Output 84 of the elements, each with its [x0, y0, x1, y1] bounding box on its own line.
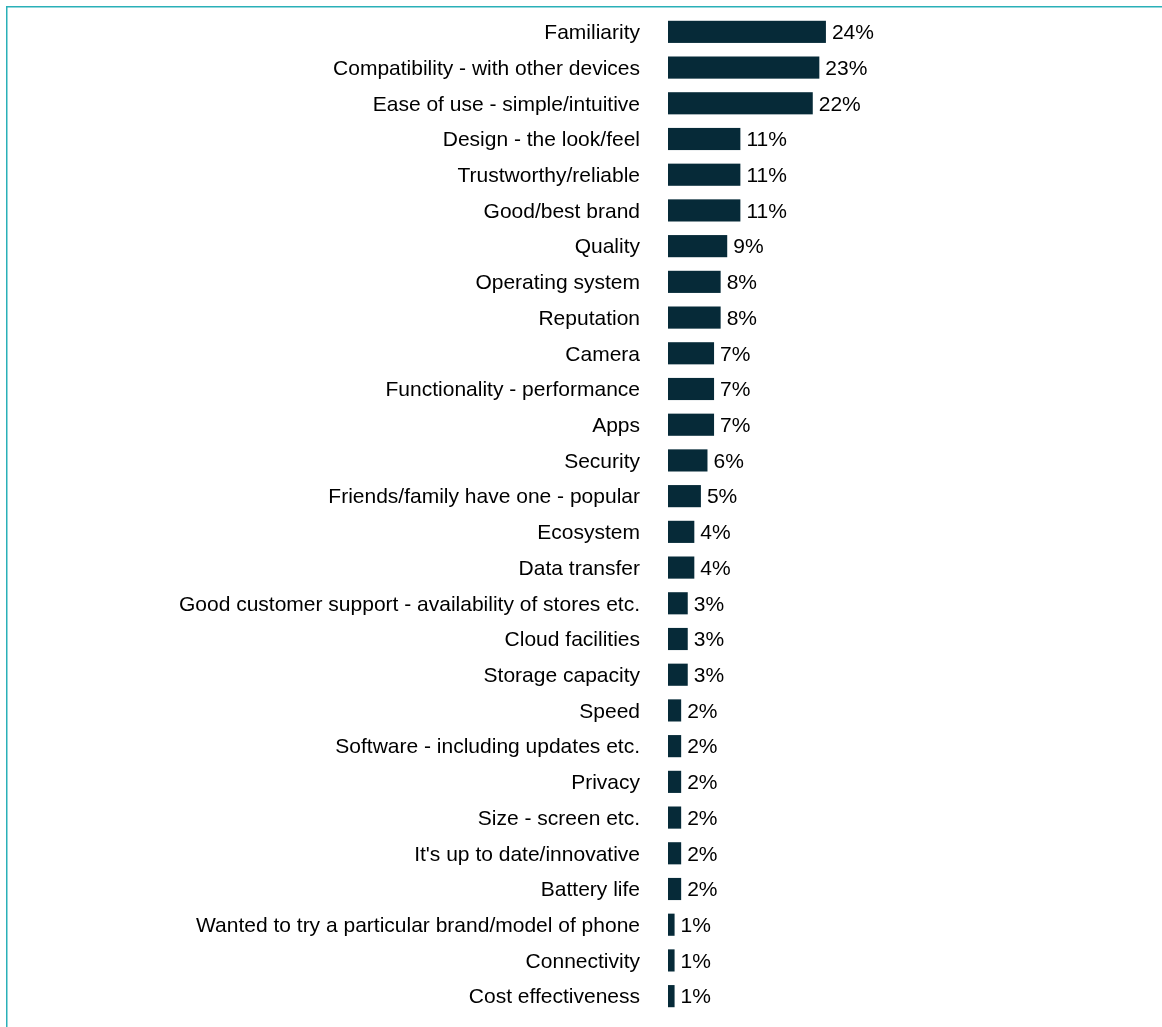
y-tick-label: Design - the look/feel [442, 127, 640, 151]
y-tick-label: Ease of use - simple/intuitive [372, 91, 640, 115]
bar [668, 449, 708, 472]
bar [668, 556, 695, 579]
data-label: 4% [700, 555, 731, 579]
bar [668, 806, 682, 829]
bar [668, 663, 688, 686]
data-label: 5% [706, 484, 738, 508]
bar [668, 985, 675, 1008]
bar [668, 949, 675, 972]
data-label: 3% [693, 663, 725, 687]
bar [668, 592, 688, 615]
y-tick-label: Wanted to try a particular brand/model of phone [196, 913, 640, 937]
data-label: 7% [720, 341, 751, 365]
y-tick-label: Good customer support - availability of stores etc. [178, 591, 640, 615]
data-label: 2% [687, 770, 718, 794]
data-label: 22% [818, 91, 861, 115]
data-label: 9% [733, 234, 764, 258]
data-label: 3% [693, 591, 725, 615]
data-label: 11% [746, 163, 787, 187]
y-tick-label: Connectivity [525, 948, 641, 972]
y-tick-label: It's up to date/innovative [414, 841, 640, 865]
data-label: 11% [746, 198, 787, 222]
bar [668, 913, 675, 936]
data-label: 11% [746, 127, 787, 151]
data-label: 7% [720, 377, 751, 401]
y-tick-label: Size - screen etc. [477, 805, 640, 829]
y-tick-label: Cloud facilities [504, 627, 640, 651]
data-label: 24% [831, 20, 874, 44]
bar [668, 485, 701, 508]
bar [668, 270, 721, 293]
y-tick-label: Data transfer [518, 555, 640, 579]
data-label: 2% [687, 734, 718, 758]
y-tick-label: Ecosystem [537, 520, 640, 544]
y-tick-label: Security [564, 448, 641, 472]
data-label: 2% [687, 805, 718, 829]
y-tick-label: Software - including updates etc. [335, 734, 640, 758]
y-tick-label: Familiarity [544, 20, 641, 44]
y-tick-label: Battery life [540, 877, 640, 901]
bar [668, 770, 682, 793]
data-label: 2% [687, 841, 718, 865]
bar [668, 56, 820, 79]
bar [668, 199, 741, 222]
data-label: 23% [825, 55, 868, 79]
data-label: 1% [680, 913, 711, 937]
y-tick-label: Quality [574, 234, 641, 258]
data-label: 2% [687, 877, 718, 901]
bar [668, 92, 813, 115]
y-tick-label: Storage capacity [483, 663, 641, 687]
bar [668, 20, 826, 43]
data-label: 2% [687, 698, 718, 722]
bar [668, 735, 682, 758]
bar [668, 342, 715, 365]
y-tick-label: Compatibility - with other devices [333, 55, 640, 79]
bar [668, 627, 688, 651]
bar [668, 306, 721, 329]
y-tick-label: Apps [592, 413, 640, 437]
bar [668, 413, 715, 436]
y-tick-label: Speed [579, 698, 640, 722]
bar [668, 127, 741, 151]
bar [668, 699, 682, 722]
bar [668, 842, 682, 865]
y-tick-label: Privacy [571, 770, 641, 794]
y-tick-label: Cost effectiveness [468, 984, 640, 1008]
data-label: 8% [726, 270, 757, 294]
data-label: 1% [680, 948, 711, 972]
y-tick-label: Good/best brand [483, 198, 640, 222]
data-label: 3% [693, 627, 725, 651]
data-label: 4% [700, 520, 731, 544]
y-tick-label: Friends/family have one - popular [328, 484, 640, 508]
bar [668, 377, 715, 401]
data-label: 1% [680, 984, 711, 1008]
data-label: 8% [726, 305, 757, 329]
y-tick-label: Operating system [475, 270, 640, 294]
bar [668, 163, 741, 186]
y-tick-label: Trustworthy/reliable [457, 163, 640, 187]
bar [668, 520, 695, 543]
y-tick-label: Functionality - performance [385, 377, 640, 401]
bar [668, 235, 728, 258]
data-label: 6% [713, 448, 744, 472]
bar [668, 877, 682, 901]
y-tick-label: Reputation [538, 305, 640, 329]
data-label: 7% [720, 413, 751, 437]
y-tick-label: Camera [565, 341, 641, 365]
